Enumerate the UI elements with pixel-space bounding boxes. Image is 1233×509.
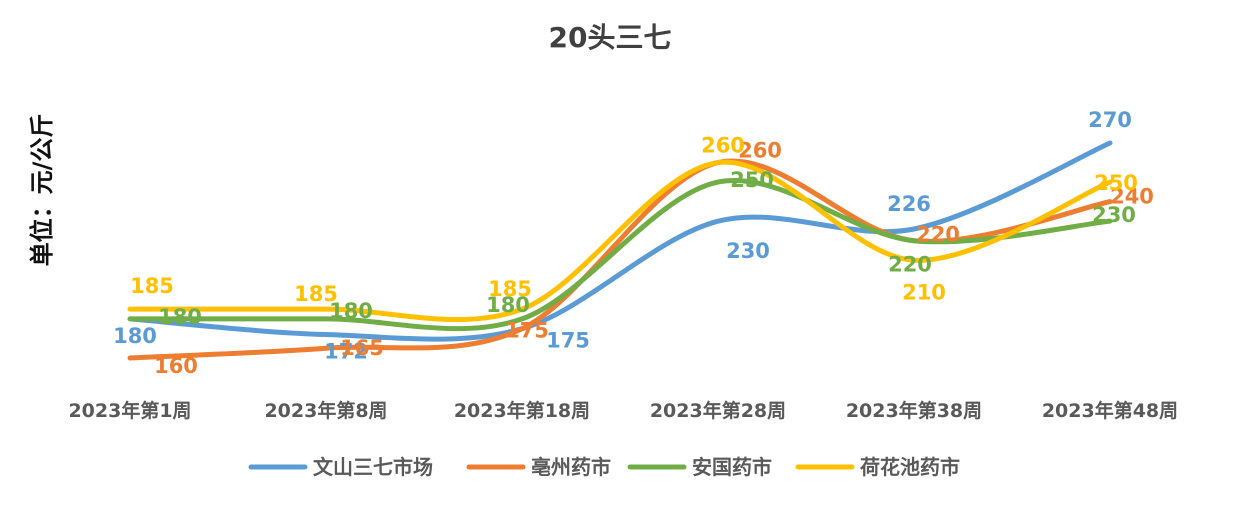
data-label: 230 [726,239,770,263]
data-label: 250 [1094,171,1138,195]
data-label: 175 [505,319,549,343]
data-label: 160 [154,354,198,378]
series-line-3 [127,178,1113,332]
data-label: 270 [1088,108,1132,132]
y-axis-label: 单位：元/公斤 [28,114,56,267]
series-lines [127,140,1113,361]
data-label: 185 [488,277,532,301]
x-tick-label: 2023年第18周 [454,399,590,422]
x-tick-label: 2023年第48周 [1042,399,1178,422]
legend-label: 荷花池药市 [860,455,960,479]
data-label: 260 [701,134,745,158]
data-label: 230 [1092,203,1136,227]
data-label: 165 [340,336,384,360]
legend-label: 亳州药市 [531,455,611,479]
x-axis-ticks: 2023年第1周 2023年第8周 2023年第18周 2023年第28周 2023年第… [68,399,1178,422]
data-label: 180 [486,293,530,317]
data-label: 250 [730,168,774,192]
data-label: 180 [113,324,157,348]
data-label: 180 [158,305,202,329]
legend-label: 安国药市 [692,455,772,479]
legend-item: 安国药市 [627,455,772,479]
chart-title: 20头三七 [549,21,672,54]
data-label: 185 [130,274,174,298]
data-label: 226 [887,192,931,216]
data-label: 180 [329,299,373,323]
x-tick-label: 2023年第38周 [846,399,982,422]
data-label: 185 [294,282,338,306]
data-label: 220 [888,253,932,277]
legend-label: 文山三七市场 [313,455,433,479]
data-label: 220 [916,223,960,247]
legend-item: 亳州药市 [466,455,611,479]
data-label: 260 [738,139,782,163]
legend-item: 荷花池药市 [795,455,960,479]
data-label: 210 [902,280,946,304]
x-tick-label: 2023年第28周 [650,399,786,422]
data-label: 240 [1110,185,1154,209]
legend-item: 文山三七市场 [248,455,433,479]
data-label: 175 [546,329,590,353]
legend: 文山三七市场 亳州药市 安国药市 荷花池药市 [248,455,960,479]
x-tick-label: 2023年第1周 [68,399,191,422]
x-tick-label: 2023年第8周 [264,399,387,422]
series-line-4 [127,159,1113,323]
series-line-2 [127,158,1113,361]
data-label: 172 [324,340,368,364]
series-line-1 [127,140,1113,342]
